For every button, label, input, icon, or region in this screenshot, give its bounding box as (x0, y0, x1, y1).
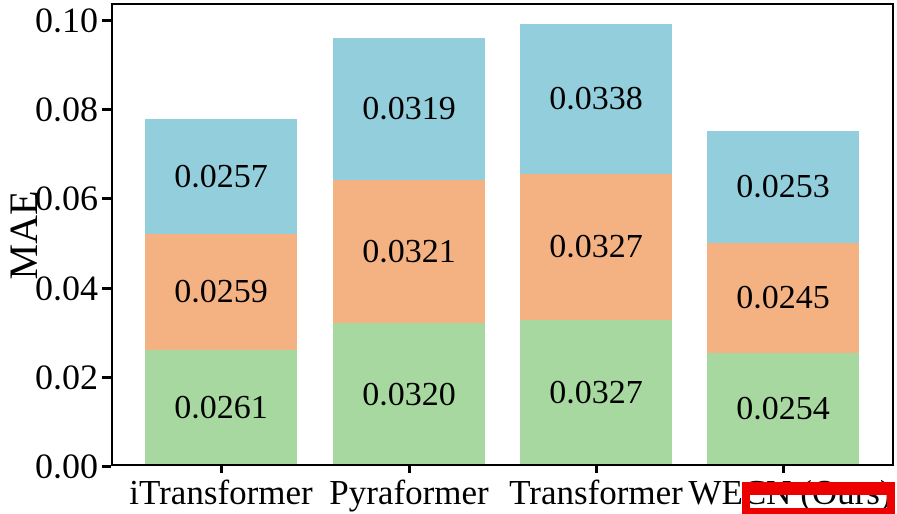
bar-value-label: 0.0259 (174, 272, 268, 310)
bar-segment-green-bottom-segment (333, 323, 485, 466)
bar-value-label: 0.0253 (736, 168, 830, 206)
x-tick-mark (595, 466, 598, 473)
y-tick-mark (102, 197, 111, 201)
x-tick-label-itransformer: iTransformer (129, 473, 313, 512)
y-tick-mark (102, 465, 111, 468)
y-tick-mark (102, 286, 111, 290)
bar-segment-green-bottom-segment (520, 320, 672, 466)
bar-value-label: 0.0321 (362, 232, 456, 270)
red-highlight-annotation (742, 482, 895, 514)
x-tick-mark (220, 466, 223, 473)
bar-value-label: 0.0254 (736, 390, 830, 428)
bar-segment-orange-middle-segment (520, 174, 672, 321)
x-tick-mark (408, 466, 411, 473)
bar-value-label: 0.0245 (736, 279, 830, 317)
y-tick-mark (102, 108, 111, 112)
bar-segment-green-bottom-segment (707, 352, 859, 466)
y-tick-label: 0.04 (35, 267, 98, 308)
bar-value-label: 0.0327 (549, 374, 643, 412)
x-tick-label-transformer: Transformer (509, 473, 683, 512)
bar-segment-green-bottom-segment (145, 349, 297, 466)
y-tick-label: 0.02 (35, 356, 98, 397)
bar-value-label: 0.0338 (549, 79, 643, 117)
bar-value-label: 0.0319 (362, 89, 456, 127)
bar-segment-orange-middle-segment (333, 180, 485, 324)
y-tick-label: 0.06 (35, 178, 98, 219)
bar-value-label: 0.0320 (362, 375, 456, 413)
bar-value-label: 0.0257 (174, 157, 268, 195)
y-tick-label: 0.00 (35, 446, 98, 486)
bar-segment-blue-top-segment (520, 23, 672, 175)
y-tick-label: 0.08 (35, 89, 98, 130)
bar-segment-blue-top-segment (145, 119, 297, 235)
bar-segment-blue-top-segment (333, 37, 485, 181)
bar-value-label: 0.0261 (174, 388, 268, 426)
bar-segment-orange-middle-segment (707, 243, 859, 353)
bar-value-label: 0.0327 (549, 228, 643, 266)
y-tick-label: 0.10 (35, 0, 98, 40)
x-tick-label-pyraformer: Pyraformer (329, 473, 489, 512)
y-tick-mark (102, 375, 111, 379)
y-tick-mark (102, 19, 111, 22)
bar-segment-orange-middle-segment (145, 234, 297, 350)
bar-segment-blue-top-segment (707, 130, 859, 244)
x-tick-mark (782, 466, 785, 473)
